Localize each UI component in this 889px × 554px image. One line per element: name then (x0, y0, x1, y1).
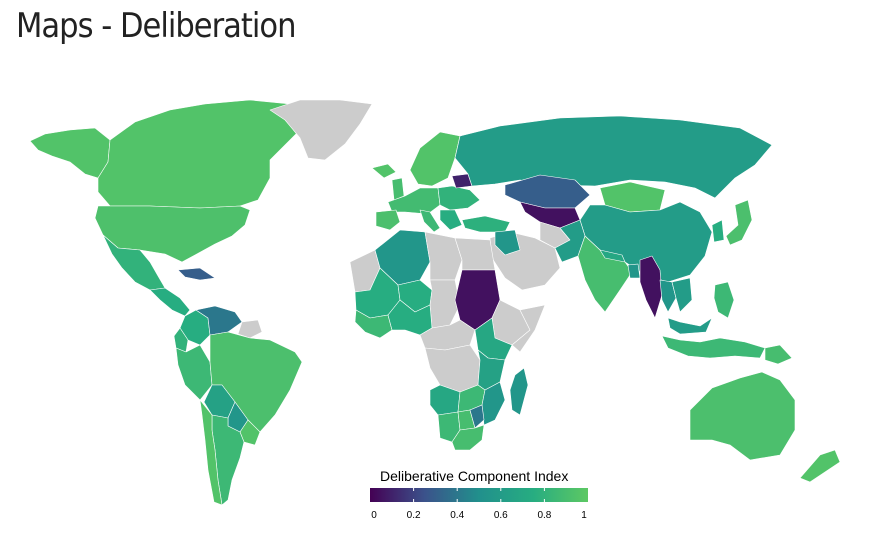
region-malaysia (667, 317, 713, 335)
legend-color-bar (370, 488, 588, 502)
region-thailand (659, 279, 677, 313)
map-regions (29, 99, 841, 506)
legend-tick-label: 0 (371, 510, 377, 521)
region-greenland (269, 99, 373, 161)
region-balkans (439, 209, 463, 231)
region-south-africa (451, 424, 485, 451)
region-japan (725, 199, 753, 246)
region-pakistan (554, 219, 586, 263)
region-italy (419, 209, 441, 233)
legend-tick-label: 0.6 (493, 510, 508, 521)
region-egypt (454, 237, 496, 271)
region-chile (199, 399, 223, 506)
legend-tick-label: 0.8 (537, 510, 552, 521)
region-vietnam (671, 277, 693, 313)
legend-tick-label: 0.4 (450, 510, 465, 521)
region-canada (97, 99, 301, 209)
region-peru (175, 344, 213, 401)
region-alaska (29, 127, 111, 179)
legend-tick-label: 0.2 (406, 510, 421, 521)
region-eastern-europe (437, 185, 481, 211)
region-west-africa (354, 309, 393, 339)
region-australia (689, 371, 796, 461)
region-papua-new-guinea (764, 344, 793, 365)
region-spain (375, 209, 401, 231)
region-iraq (494, 229, 521, 256)
page-title: Maps - Deliberation (16, 6, 296, 46)
region-new-zealand (799, 449, 841, 483)
legend-title: Deliberative Component Index (380, 468, 569, 484)
region-uruguay (239, 419, 261, 446)
region-zimbabwe (469, 404, 485, 429)
region-nepal (599, 249, 626, 263)
region-dr-congo (424, 344, 481, 393)
region-iceland (371, 163, 397, 179)
region-united-kingdom (391, 177, 405, 201)
region-india (577, 235, 633, 313)
region-bangladesh (627, 263, 641, 279)
region-somalia (511, 304, 546, 353)
region-korea (711, 219, 725, 243)
region-myanmar (639, 255, 663, 319)
region-cuba (177, 267, 216, 281)
region-philippines (713, 281, 735, 319)
region-guianas (237, 319, 263, 339)
region-venezuela (195, 305, 243, 336)
region-turkey (461, 215, 511, 233)
legend-tick-label: 1 (581, 510, 587, 521)
region-indonesia (661, 335, 766, 359)
region-chad (429, 279, 461, 329)
region-madagascar (509, 367, 529, 416)
region-central-america (149, 287, 191, 317)
